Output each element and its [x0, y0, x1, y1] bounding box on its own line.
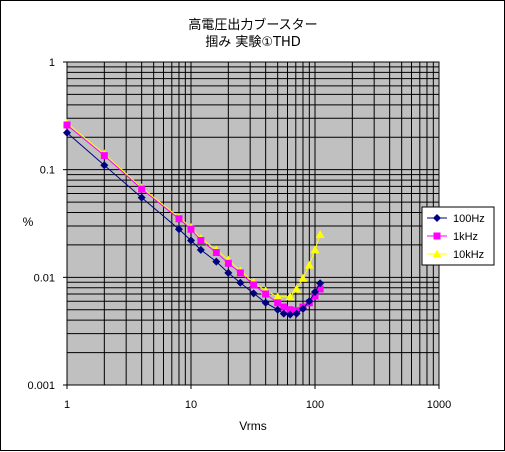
data-point: [236, 269, 244, 277]
data-point: [286, 310, 295, 319]
data-point: [212, 257, 221, 266]
data-point: [224, 268, 233, 277]
data-point: [273, 305, 282, 314]
data-point: [174, 225, 183, 234]
x-tick-label: 100: [306, 399, 324, 411]
data-point: [285, 292, 295, 301]
data-point: [298, 304, 307, 313]
data-point: [311, 292, 319, 300]
data-point: [261, 298, 270, 307]
data-point: [286, 306, 294, 314]
data-point: [175, 215, 183, 223]
y-tick-label: 0.01: [34, 272, 55, 284]
data-point: [316, 279, 325, 288]
data-point: [311, 288, 319, 297]
data-point: [236, 278, 245, 287]
legend-label: 10kHz: [453, 249, 484, 261]
tick-labels: 1 10 100 1000 1 0.1 0.01 0.001: [27, 57, 451, 411]
series-group: [62, 118, 325, 319]
y-axis-label: %: [23, 215, 34, 229]
data-point: [304, 260, 314, 269]
x-tick-label: 1: [64, 399, 70, 411]
data-point: [224, 259, 232, 267]
legend-marker: [432, 249, 442, 258]
x-tick-label: 10: [185, 399, 197, 411]
y-tick-label: 0.001: [27, 380, 55, 392]
chart-title-line-1: 高電圧出力ブースター: [188, 17, 317, 33]
x-tick-label: 1000: [427, 399, 451, 411]
data-point: [305, 297, 314, 306]
legend-marker: [433, 232, 441, 240]
data-point: [274, 299, 282, 307]
data-point: [196, 245, 205, 254]
data-point: [292, 309, 301, 318]
data-point: [187, 225, 195, 233]
y-tick-label: 1: [49, 57, 55, 69]
data-point: [100, 161, 109, 170]
chart-title-line-2: 掴み 実験①THD: [205, 34, 301, 50]
plot-area: [67, 62, 439, 385]
data-point: [249, 289, 258, 298]
series-100Hz: [63, 128, 325, 319]
legend-label: 1kHz: [453, 231, 478, 243]
x-axis-label: Vrms: [239, 419, 267, 433]
data-point: [197, 236, 205, 244]
data-point: [315, 229, 325, 238]
data-point: [63, 121, 71, 129]
data-point: [212, 249, 220, 257]
data-point: [250, 281, 258, 289]
legend: 100Hz 1kHz 10kHz: [421, 206, 495, 266]
data-point: [279, 309, 288, 318]
data-point: [310, 245, 320, 254]
data-point: [292, 284, 302, 293]
data-point: [262, 290, 270, 298]
legend-marker: [433, 214, 441, 222]
data-point: [280, 303, 288, 311]
data-point: [100, 152, 108, 160]
legend-label: 100Hz: [453, 213, 485, 225]
data-point: [298, 273, 308, 282]
data-point: [187, 236, 195, 245]
y-tick-label: 0.1: [40, 165, 55, 177]
data-point: [137, 193, 146, 202]
data-point: [316, 285, 324, 293]
data-point: [63, 128, 71, 137]
data-point: [273, 292, 283, 301]
data-point: [138, 185, 146, 193]
